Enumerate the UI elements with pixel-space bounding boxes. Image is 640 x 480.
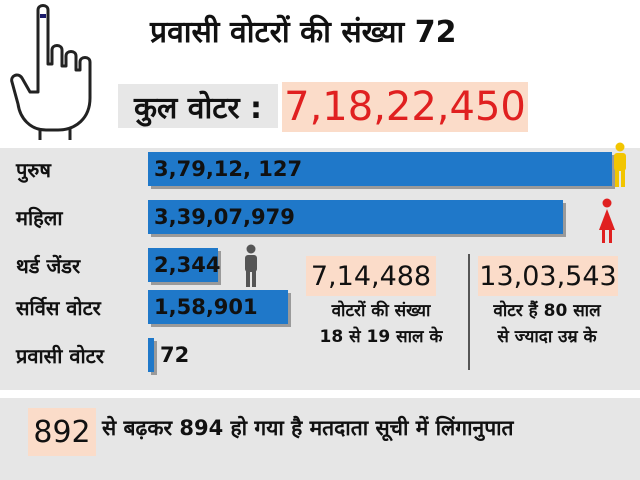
total-voters-value: 7,18,22,450	[282, 82, 528, 132]
bar-value-label: 3,79,12, 127	[154, 157, 303, 181]
bar	[148, 290, 288, 324]
young-voters-caption-line1: वोटरों की संख्या	[331, 301, 431, 321]
bar-category-label: प्रवासी वोटर	[16, 344, 104, 368]
young-voters-value: 7,14,488	[306, 256, 436, 296]
bar-value-label: 72	[160, 343, 190, 367]
female-icon	[599, 198, 615, 243]
voter-breakdown-panel: पुरुष 3,79,12, 127 महिला 3,39,07,979 थर्ड जे…	[0, 142, 640, 390]
sex-ratio-text: से बढ़कर 894 हो गया है मतदाता सूची में ल…	[102, 416, 514, 440]
bar-value-label: 3,39,07,979	[154, 205, 295, 229]
sex-ratio-footer: 892 से बढ़कर 894 हो गया है मतदाता सूची म…	[0, 398, 640, 480]
total-voters-label: कुल वोटर :	[118, 84, 278, 128]
bar-value-label: 1,58,901	[154, 295, 258, 319]
male-icon	[614, 142, 626, 187]
bar	[148, 338, 154, 372]
page-title: प्रवासी वोटरों की संख्या 72	[150, 15, 457, 50]
bar-category-label: महिला	[16, 206, 63, 230]
bar-category-label: थर्ड जेंडर	[16, 254, 81, 278]
senior-voters-caption-line2: से ज्यादा उम्र के	[497, 327, 597, 347]
senior-voters-value: 13,03,543	[478, 256, 618, 296]
sex-ratio-old-value: 892	[28, 408, 96, 456]
bar	[148, 152, 612, 186]
senior-voters-caption: वोटर हैं 80 साल से ज्यादा उम्र के	[472, 298, 622, 350]
bar-category-label: सर्विस वोटर	[16, 296, 101, 320]
senior-voters-caption-line1: वोटर हैं 80 साल	[493, 301, 601, 321]
bar	[148, 200, 563, 234]
young-voters-caption-line2: 18 से 19 साल के	[319, 327, 443, 347]
info-divider	[468, 254, 470, 370]
bar	[148, 248, 218, 282]
young-voters-caption: वोटरों की संख्या 18 से 19 साल के	[306, 298, 456, 350]
bar-category-label: पुरुष	[16, 158, 51, 182]
third-gender-icon	[245, 244, 257, 287]
bar-value-label: 2,344	[154, 253, 221, 277]
voting-hand-icon	[10, 4, 92, 140]
